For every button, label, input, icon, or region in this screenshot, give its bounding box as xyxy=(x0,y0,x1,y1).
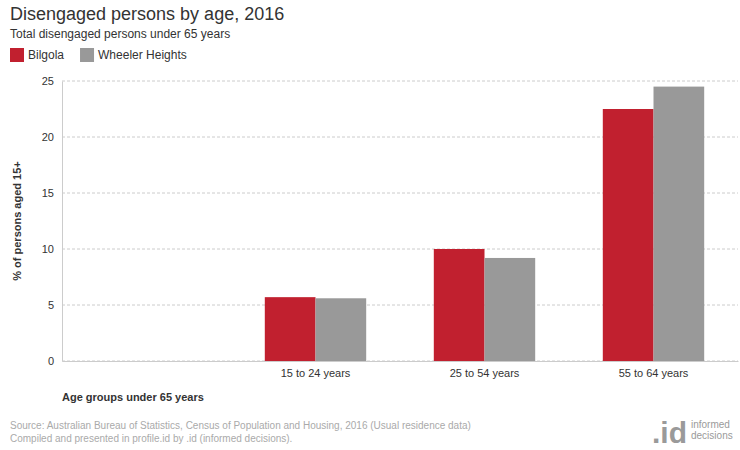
y-tick: 25 xyxy=(42,75,62,87)
grid xyxy=(62,81,738,361)
legend-label: Wheeler Heights xyxy=(98,48,187,62)
y-tick: 5 xyxy=(48,299,62,311)
logo: .id xyxy=(652,416,687,449)
subtitle: Total disengaged persons under 65 years xyxy=(10,27,230,41)
y-tick-label: 0 xyxy=(48,355,54,367)
chart: Disengaged persons by age, 2016 Total dis… xyxy=(0,0,740,450)
logo-text: informeddecisions xyxy=(691,419,733,441)
bar xyxy=(654,87,705,361)
bar xyxy=(485,258,536,361)
y-tick-label: 20 xyxy=(42,131,54,143)
bars xyxy=(265,87,704,361)
y-tick-label: 15 xyxy=(42,187,54,199)
y-tick: 10 xyxy=(42,243,62,255)
legend-swatch xyxy=(10,48,24,62)
y-tick-label: 5 xyxy=(48,299,54,311)
legend-label: Bilgola xyxy=(28,48,64,62)
y-tick-label: 10 xyxy=(42,243,54,255)
x-axis: 15 to 24 years 25 to 54 years 55 to 64 yea… xyxy=(63,361,739,379)
y-axis: 0 5 10 15 20 25 xyxy=(42,75,63,367)
x-axis-title: Age groups under 65 years xyxy=(62,391,204,403)
x-tick: 55 to 64 years xyxy=(619,361,689,379)
legend-item: Wheeler Heights xyxy=(80,48,187,62)
grid-line xyxy=(62,81,738,82)
legend-swatch xyxy=(80,48,94,62)
bar xyxy=(603,109,654,361)
y-tick: 15 xyxy=(42,187,62,199)
y-tick-label: 25 xyxy=(42,75,54,87)
bar xyxy=(434,249,485,361)
bar xyxy=(265,297,316,361)
title: Disengaged persons by age, 2016 xyxy=(10,4,284,24)
y-axis-line xyxy=(62,82,63,362)
source: Source: Australian Bureau of Statistics,… xyxy=(10,420,471,431)
source: Compiled and presented in profile.id by … xyxy=(10,433,292,444)
y-tick: 0 xyxy=(48,355,62,367)
x-tick-label: 15 to 24 years xyxy=(281,367,351,379)
bar xyxy=(316,298,367,361)
x-axis-line xyxy=(63,361,739,362)
y-axis-title: % of persons aged 15+ xyxy=(11,161,23,281)
x-tick-label: 25 to 54 years xyxy=(450,367,520,379)
x-tick-label: 55 to 64 years xyxy=(619,367,689,379)
legend-item: Bilgola xyxy=(10,48,64,62)
x-tick: 15 to 24 years xyxy=(281,361,351,379)
x-tick: 25 to 54 years xyxy=(450,361,520,379)
y-tick: 20 xyxy=(42,131,62,143)
